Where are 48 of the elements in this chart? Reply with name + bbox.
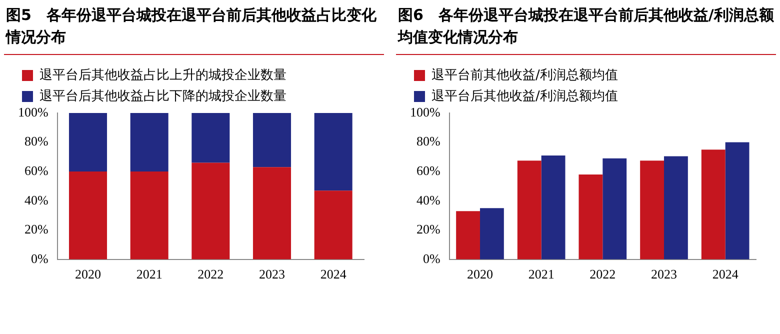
- x-tick-label: 2021: [528, 266, 554, 282]
- y-tick-label: 40%: [24, 192, 48, 208]
- bar: [252, 167, 292, 260]
- bar: [130, 172, 168, 260]
- x-tick-label: 2024: [320, 266, 347, 282]
- chart-title: 图6 各年份退平台城投在退平台前后其他收益/利润总额均值变化情况分布: [396, 0, 776, 55]
- x-tick-label: 2020: [466, 266, 493, 282]
- y-tick-label: 0%: [30, 250, 48, 266]
- bar: [602, 158, 627, 260]
- x-tick-label: 2022: [198, 266, 224, 282]
- bar: [541, 155, 566, 260]
- legend-label: 退平台后其他收益/利润总额均值: [432, 88, 618, 104]
- y-tick-label: 0%: [422, 250, 440, 266]
- bar: [664, 156, 688, 260]
- bar: [701, 150, 726, 260]
- y-tick-label: 40%: [416, 192, 440, 208]
- bar: [68, 172, 108, 260]
- y-tick-label: 80%: [416, 134, 440, 149]
- bar: [640, 160, 664, 260]
- bar: [192, 113, 230, 163]
- x-tick-label: 2024: [712, 266, 739, 282]
- x-tick-label: 2021: [136, 266, 162, 282]
- bar: [192, 162, 230, 260]
- y-tick-label: 80%: [24, 134, 48, 149]
- legend-label: 退平台后其他收益占比下降的城投企业数量: [40, 88, 286, 104]
- chart-title: 图5 各年份退平台城投在退平台前后其他收益占比变化情况分布: [4, 0, 384, 55]
- legend-label: 退平台前其他收益/利润总额均值: [432, 68, 618, 83]
- x-tick-label: 2022: [590, 266, 616, 282]
- bar: [130, 113, 168, 172]
- y-tick-label: 60%: [24, 162, 48, 178]
- bar: [725, 142, 750, 260]
- y-tick-label: 100%: [410, 104, 440, 120]
- bar: [68, 113, 108, 172]
- x-tick-label: 2023: [651, 266, 677, 282]
- legend-label: 退平台后其他收益占比上升的城投企业数量: [40, 68, 286, 83]
- y-tick-label: 100%: [18, 104, 48, 120]
- bar: [456, 211, 480, 260]
- bar: [314, 113, 352, 191]
- bar: [252, 113, 292, 168]
- y-tick-label: 20%: [24, 222, 48, 237]
- x-tick-label: 2023: [259, 266, 285, 282]
- x-tick-label: 2020: [74, 266, 101, 282]
- bar: [314, 190, 352, 260]
- bar: [517, 160, 542, 260]
- bar: [578, 174, 603, 260]
- bar: [480, 208, 504, 260]
- y-tick-label: 20%: [416, 222, 440, 237]
- y-tick-label: 60%: [416, 162, 440, 178]
